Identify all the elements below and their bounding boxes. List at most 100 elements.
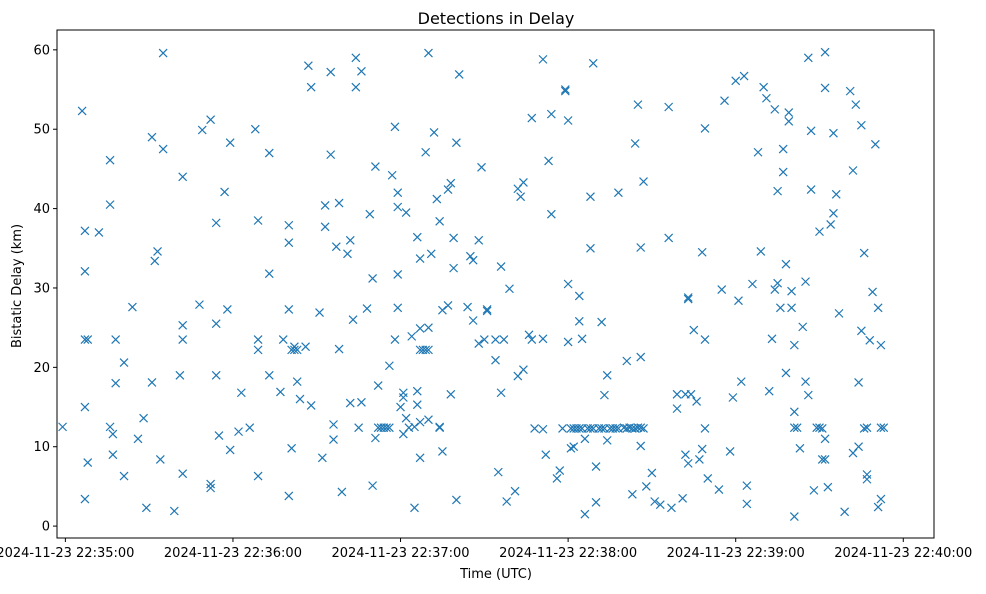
- scatter-point: [639, 424, 648, 433]
- scatter-point: [415, 324, 425, 333]
- scatter-point: [563, 116, 573, 125]
- scatter-point: [214, 431, 224, 441]
- scatter-point: [315, 308, 324, 317]
- scatter-point: [759, 82, 769, 92]
- scatter-point: [264, 148, 274, 158]
- scatter-point: [295, 394, 305, 404]
- scatter-point: [426, 249, 436, 259]
- scatter-point: [245, 423, 255, 433]
- scatter-point: [781, 368, 791, 378]
- scatter-point: [155, 454, 165, 464]
- scatter-point: [555, 466, 565, 475]
- scatter-point: [412, 386, 422, 396]
- scatter-point: [563, 279, 573, 289]
- scatter-point: [680, 450, 690, 460]
- scatter-point: [253, 471, 263, 481]
- scatter-point: [502, 497, 512, 506]
- scatter-point: [119, 358, 129, 368]
- y-tick-label: 0: [42, 520, 50, 535]
- scatter-point: [491, 335, 500, 344]
- scatter-point: [264, 269, 274, 279]
- y-axis-label: Bistatic Delay (km): [10, 224, 25, 348]
- scatter-point: [158, 48, 168, 58]
- y-tick-label: 50: [33, 123, 50, 138]
- scatter-point: [390, 335, 400, 344]
- scatter-point: [873, 303, 883, 313]
- scatter-point: [178, 320, 188, 330]
- scatter-point: [876, 423, 886, 433]
- scatter-point: [206, 115, 216, 125]
- scatter-point: [633, 100, 643, 110]
- scatter-point: [415, 453, 425, 463]
- scatter-point: [111, 335, 121, 344]
- scatter-point: [253, 216, 263, 225]
- scatter-point: [141, 503, 151, 513]
- scatter-point: [859, 248, 869, 258]
- scatter-point: [329, 435, 338, 444]
- scatter-point: [558, 424, 567, 433]
- scatter-point: [153, 247, 162, 256]
- scatter-point: [320, 222, 330, 232]
- scatter-point: [211, 218, 221, 228]
- scatter-point: [424, 48, 433, 58]
- scatter-point: [742, 499, 752, 509]
- scatter-point: [443, 185, 453, 194]
- x-axis: 2024-11-23 22:35:00 2024-11-23 22:36:00 20…: [0, 538, 972, 561]
- scatter-point: [683, 293, 693, 302]
- scatter-point: [694, 454, 704, 464]
- scatter-point: [806, 126, 816, 136]
- scatter-point: [451, 138, 461, 148]
- scatter-point: [865, 335, 875, 345]
- scatter-point: [119, 471, 129, 481]
- scatter-point: [465, 251, 475, 261]
- scatter-point: [331, 242, 341, 252]
- scatter-point: [519, 365, 528, 375]
- scatter-point: [108, 450, 118, 460]
- scatter-point: [820, 47, 830, 57]
- scatter-point: [538, 54, 548, 64]
- scatter-point: [519, 177, 528, 187]
- scatter-point: [80, 266, 90, 276]
- scatter-point: [407, 331, 417, 341]
- scatter-point: [326, 67, 336, 77]
- scatter-point: [588, 58, 598, 68]
- scatter-point: [725, 447, 735, 456]
- scatter-point: [468, 255, 478, 265]
- scatter-point: [775, 303, 785, 313]
- scatter-point: [479, 335, 489, 344]
- plot-area-frame: [56, 29, 935, 539]
- scatter-point: [368, 274, 378, 283]
- scatter-point: [421, 345, 431, 355]
- scatter-point: [664, 233, 674, 243]
- scatter-point: [569, 442, 579, 452]
- scatter-point: [220, 187, 230, 197]
- scatter-point: [147, 378, 157, 387]
- scatter-point: [801, 377, 810, 387]
- scatter-point: [499, 335, 509, 344]
- scatter-point: [58, 422, 68, 432]
- scatter-point: [700, 424, 710, 433]
- scatter-point: [831, 189, 841, 199]
- scatter-point: [873, 502, 883, 512]
- scatter-point: [345, 398, 355, 408]
- scatter-point: [739, 71, 749, 81]
- scatter-point: [636, 352, 646, 362]
- scatter-point: [370, 433, 380, 443]
- scatter-point: [225, 138, 235, 148]
- scatter-point: [496, 262, 506, 271]
- scatter-point: [764, 386, 774, 396]
- scatter-point: [284, 304, 294, 314]
- scatter-point: [432, 194, 442, 204]
- scatter-point: [591, 497, 601, 507]
- chart-title: Detections in Delay: [418, 9, 575, 28]
- scatter-point: [834, 308, 844, 318]
- scatter-point: [505, 284, 514, 294]
- scatter-point: [387, 170, 397, 180]
- scatter-point: [862, 474, 872, 484]
- scatter-point: [398, 393, 408, 402]
- scatter-point: [80, 226, 90, 236]
- scatter-point: [429, 127, 439, 137]
- scatter-point: [630, 139, 640, 148]
- scatter-point: [809, 485, 819, 495]
- scatter-point: [789, 340, 799, 350]
